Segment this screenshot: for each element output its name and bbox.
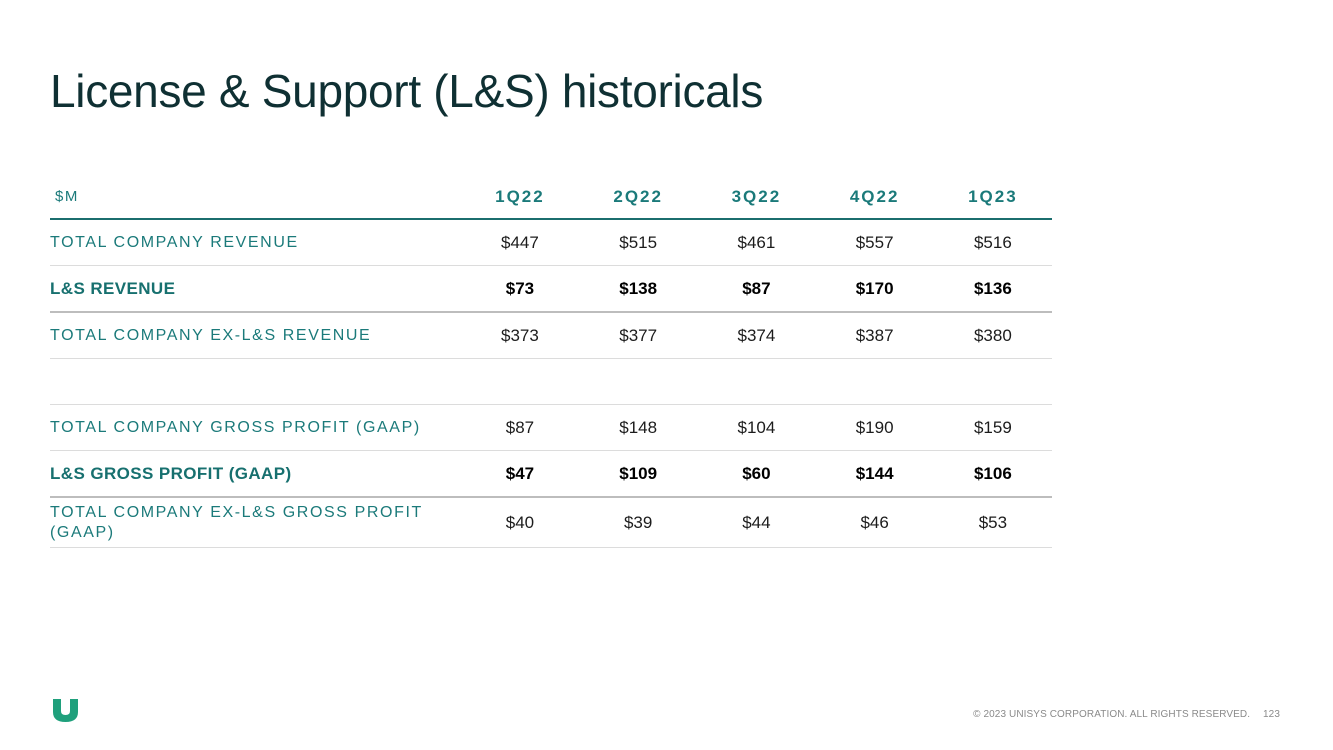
table-cell: $44 [697,497,816,548]
row-label: L&S REVENUE [50,265,461,313]
table-cell: $104 [697,404,816,451]
spacer-row [50,358,1052,405]
column-header: 1Q23 [933,175,1052,220]
table-cell: $87 [697,265,816,313]
table-cell: $557 [815,219,934,266]
table-cell: $73 [460,265,580,313]
table-row: TOTAL COMPANY REVENUE $447 $515 $461 $55… [50,219,1052,266]
table-cell: $159 [933,404,1052,451]
page-title: License & Support (L&S) historicals [50,65,764,117]
table-cell: $515 [579,219,698,266]
table-cell: $109 [579,450,698,498]
table-cell: $136 [933,265,1052,313]
column-header: 3Q22 [697,175,816,220]
page-number: 123 [1263,709,1280,720]
table-cell: $387 [815,312,934,359]
row-label: TOTAL COMPANY GROSS PROFIT (GAAP) [50,404,461,451]
table-cell: $138 [579,265,698,313]
historicals-table: $M 1Q22 2Q22 3Q22 4Q22 1Q23 TOTAL COMPAN… [50,175,1052,548]
spacer-cell [697,358,816,405]
row-label: TOTAL COMPANY REVENUE [50,219,461,266]
table-cell: $144 [815,450,934,498]
table-cell: $106 [933,450,1052,498]
table-cell: $461 [697,219,816,266]
table-cell: $516 [933,219,1052,266]
table-row: L&S GROSS PROFIT (GAAP) $47 $109 $60 $14… [50,450,1052,498]
column-header: 4Q22 [815,175,934,220]
footer: © 2023 UNISYS CORPORATION. ALL RIGHTS RE… [973,709,1280,720]
row-label: L&S GROSS PROFIT (GAAP) [50,450,461,498]
column-header: 2Q22 [579,175,698,220]
table-row: L&S REVENUE $73 $138 $87 $170 $136 [50,265,1052,313]
table-cell: $148 [579,404,698,451]
column-header: 1Q22 [460,175,580,220]
table-cell: $60 [697,450,816,498]
table-cell: $39 [579,497,698,548]
table-cell: $46 [815,497,934,548]
table-cell: $40 [460,497,580,548]
spacer-cell [579,358,698,405]
spacer-cell [933,358,1052,405]
table-cell: $190 [815,404,934,451]
spacer-cell [460,358,580,405]
table-cell: $53 [933,497,1052,548]
table-header-row: $M 1Q22 2Q22 3Q22 4Q22 1Q23 [50,175,1052,220]
table-row: TOTAL COMPANY GROSS PROFIT (GAAP) $87 $1… [50,404,1052,451]
table-cell: $87 [460,404,580,451]
unisys-logo-icon [53,699,78,722]
table-row: TOTAL COMPANY EX-L&S GROSS PROFIT (GAAP)… [50,497,1052,548]
table-row: TOTAL COMPANY EX-L&S REVENUE $373 $377 $… [50,312,1052,359]
table-cell: $47 [460,450,580,498]
table-cell: $377 [579,312,698,359]
spacer-cell [50,358,461,405]
table-cell: $374 [697,312,816,359]
spacer-cell [815,358,934,405]
table-cell: $373 [460,312,580,359]
table-cell: $447 [460,219,580,266]
table-cell: $170 [815,265,934,313]
row-label: TOTAL COMPANY EX-L&S REVENUE [50,312,461,359]
row-label: TOTAL COMPANY EX-L&S GROSS PROFIT (GAAP) [50,497,461,548]
unit-label: $M [50,175,461,220]
table-cell: $380 [933,312,1052,359]
copyright-text: © 2023 UNISYS CORPORATION. ALL RIGHTS RE… [973,709,1251,720]
